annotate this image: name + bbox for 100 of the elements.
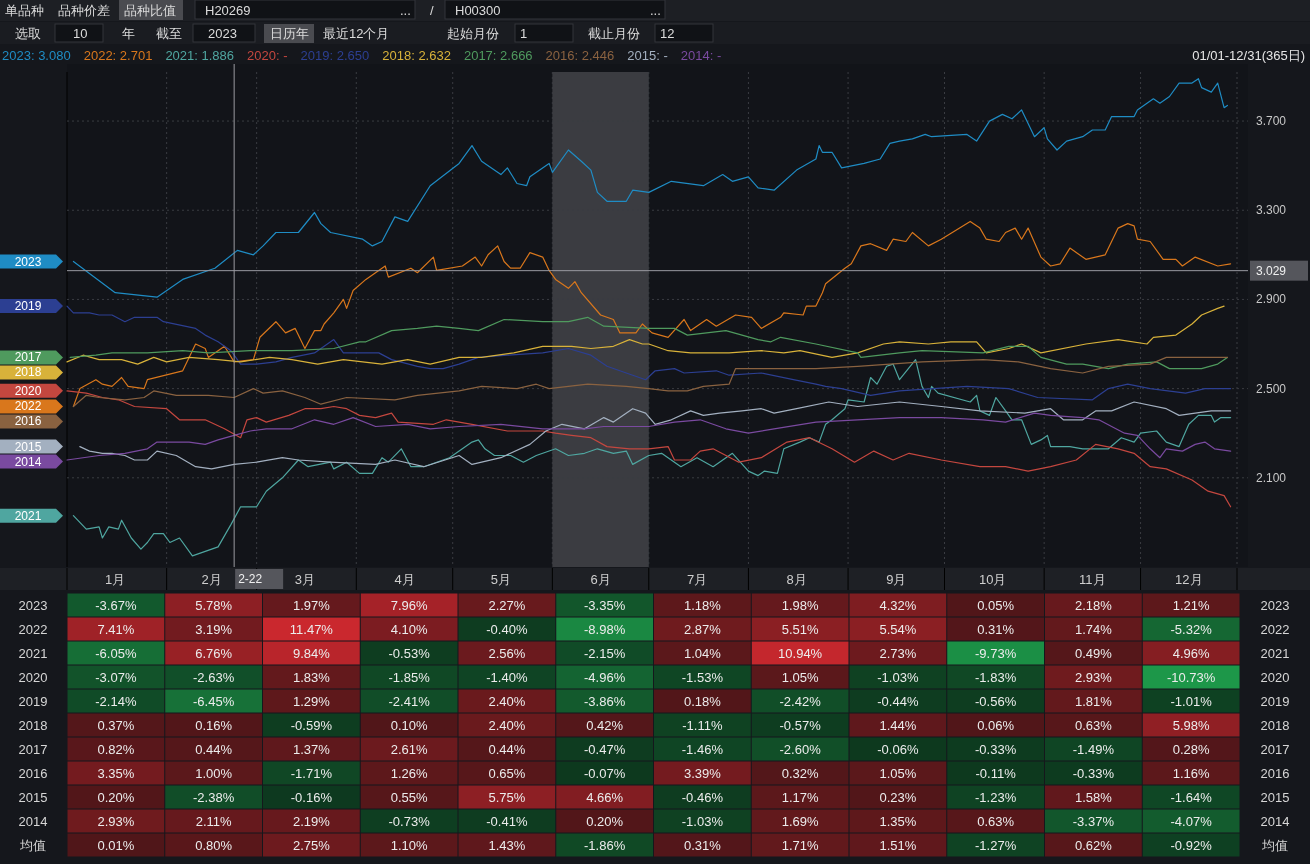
data-label: -2.42%	[779, 693, 822, 709]
data-label: -1.03%	[877, 669, 919, 685]
data-label: -6.05%	[95, 645, 137, 661]
data-label: 11.47%	[289, 621, 334, 637]
data-label: 3.19%	[195, 621, 233, 637]
data-label: 5.78%	[195, 597, 233, 613]
data-label: 2.93%	[1074, 669, 1113, 685]
data-label: 1.37%	[292, 741, 331, 757]
y-tick-label: 均值	[19, 837, 46, 853]
data-label: 0.05%	[977, 597, 1015, 613]
data-label: 0.20%	[97, 789, 135, 805]
data-label: -0.57%	[779, 717, 822, 733]
data-label: -1.83%	[975, 669, 1017, 685]
data-label: -2.14%	[95, 693, 137, 709]
data-label: 7.96%	[390, 597, 428, 613]
data-label: -3.67%	[95, 597, 137, 613]
text: 年	[122, 25, 135, 41]
data-label: -0.06%	[877, 741, 919, 757]
data-label: -8.98%	[584, 621, 626, 637]
x-tick-label: 12月	[1175, 571, 1203, 587]
text: 2023	[208, 25, 237, 41]
text: 01/01-12/31(365日)	[1192, 47, 1305, 63]
data-label: -0.40%	[486, 621, 528, 637]
text: 截至	[156, 25, 182, 41]
y-tick-label: 3.700	[1256, 114, 1287, 129]
data-label: -2.38%	[193, 789, 235, 805]
data-label: 0.01%	[97, 837, 135, 853]
data-label: -0.56%	[975, 693, 1017, 709]
data-label: -0.33%	[975, 741, 1017, 757]
data-label: 2.11%	[195, 813, 233, 829]
text: 2020: -	[247, 47, 288, 63]
text: H20269	[205, 2, 251, 18]
text: 1	[520, 25, 528, 41]
text: 单品种	[5, 2, 44, 18]
data-label: 6.76%	[195, 645, 233, 661]
data-label: 1.10%	[390, 837, 428, 853]
data-label: 4.32%	[879, 597, 917, 613]
data-label: -1.11%	[682, 717, 723, 733]
data-label: 2.61%	[390, 741, 428, 757]
data-label: -1.03%	[681, 813, 724, 829]
text: ...	[650, 2, 661, 18]
data-label: -0.59%	[290, 717, 333, 733]
data-label: 7.41%	[97, 621, 135, 637]
data-label: 1.44%	[879, 717, 917, 733]
text: 2-22	[238, 572, 263, 586]
y-tick-label: 2017	[18, 741, 48, 757]
data-label: 0.44%	[488, 741, 526, 757]
data-label: -3.07%	[95, 669, 137, 685]
data-label: 0.20%	[586, 813, 624, 829]
x-tick-label: 7月	[686, 571, 708, 587]
data-label: 1.21%	[1172, 597, 1210, 613]
data-label: 2.40%	[488, 717, 526, 733]
data-label: 1.00%	[195, 765, 233, 781]
data-label: -1.86%	[584, 837, 626, 853]
data-label: 0.82%	[97, 741, 135, 757]
data-label: 4.10%	[390, 621, 428, 637]
data-label: 0.63%	[977, 813, 1015, 829]
data-label: 0.37%	[97, 717, 135, 733]
data-label: -3.35%	[584, 597, 626, 613]
data-label: 0.16%	[195, 717, 233, 733]
data-label: -9.73%	[975, 645, 1017, 661]
data-label: 2.40%	[488, 693, 526, 709]
data-label: -5.32%	[1170, 621, 1213, 637]
data-label: -1.27%	[975, 837, 1017, 853]
x-tick-label: 3月	[294, 571, 315, 587]
y-tick-label: 2014	[18, 813, 48, 829]
data-label: 1.74%	[1074, 621, 1113, 637]
x-tick-label: 8月	[786, 571, 807, 587]
y-tick-label: 2.100	[1256, 470, 1287, 485]
data-label: -1.40%	[486, 669, 528, 685]
data-label: 0.32%	[781, 765, 819, 781]
text: 2015: -	[627, 47, 668, 63]
data-label: 5.75%	[488, 789, 526, 805]
data-label: 0.28%	[1172, 741, 1210, 757]
data-label: -1.53%	[681, 669, 724, 685]
data-label: -1.71%	[290, 765, 333, 781]
data-label: 2.56%	[488, 645, 526, 661]
data-label: 1.97%	[292, 597, 331, 613]
data-label: 0.44%	[195, 741, 233, 757]
x-tick-label: 6月	[590, 571, 611, 587]
ref-line-label: 3.029	[1256, 263, 1287, 278]
text: 2018: 2.632	[382, 47, 451, 63]
text: 2021: 1.886	[165, 47, 235, 63]
text: 10	[73, 25, 88, 41]
data-label: 1.51%	[879, 837, 917, 853]
data-label: 1.17%	[781, 789, 819, 805]
data-label: -0.73%	[388, 813, 431, 829]
x-tick-label: 10月	[978, 571, 1007, 587]
data-label: -1.46%	[681, 741, 724, 757]
y-tick-label: 2018	[18, 717, 48, 733]
data-label: 9.84%	[292, 645, 331, 661]
y-tick-label: 2.900	[1256, 292, 1287, 307]
data-label: -4.07%	[1170, 813, 1213, 829]
data-label: 0.65%	[488, 765, 526, 781]
data-label: 0.31%	[683, 837, 722, 853]
data-label: -1.85%	[388, 669, 431, 685]
text: 最近12个月	[323, 25, 390, 41]
data-label: 3.35%	[97, 765, 135, 781]
text: 选取	[15, 25, 41, 41]
y-tick-label: 2016	[18, 765, 48, 781]
